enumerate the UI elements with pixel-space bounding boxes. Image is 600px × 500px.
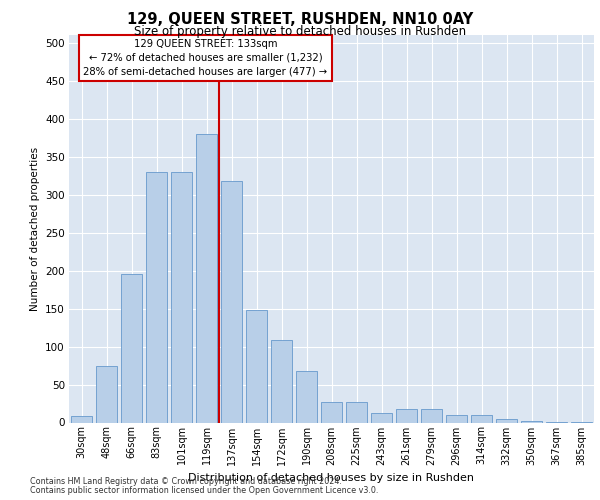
Bar <box>496 418 517 422</box>
Bar <box>396 409 417 422</box>
Text: Size of property relative to detached houses in Rushden: Size of property relative to detached ho… <box>134 25 466 38</box>
Bar <box>446 415 467 422</box>
Bar <box>421 409 442 422</box>
Text: 129, QUEEN STREET, RUSHDEN, NN10 0AY: 129, QUEEN STREET, RUSHDEN, NN10 0AY <box>127 12 473 28</box>
Bar <box>371 412 392 422</box>
Bar <box>121 274 142 422</box>
Bar <box>96 366 117 422</box>
Text: Contains HM Land Registry data © Crown copyright and database right 2024.: Contains HM Land Registry data © Crown c… <box>30 477 342 486</box>
Bar <box>246 310 267 422</box>
Text: Contains public sector information licensed under the Open Government Licence v3: Contains public sector information licen… <box>30 486 379 495</box>
Bar <box>471 415 492 422</box>
Bar <box>221 181 242 422</box>
Text: 129 QUEEN STREET: 133sqm
← 72% of detached houses are smaller (1,232)
28% of sem: 129 QUEEN STREET: 133sqm ← 72% of detach… <box>83 39 328 77</box>
X-axis label: Distribution of detached houses by size in Rushden: Distribution of detached houses by size … <box>188 473 475 483</box>
Bar <box>171 172 192 422</box>
Bar <box>146 172 167 422</box>
Bar <box>296 371 317 422</box>
Bar <box>321 402 342 422</box>
Bar <box>346 402 367 422</box>
Bar <box>521 421 542 422</box>
Y-axis label: Number of detached properties: Number of detached properties <box>29 146 40 311</box>
Bar <box>196 134 217 422</box>
Bar <box>71 416 92 422</box>
Bar <box>271 340 292 422</box>
